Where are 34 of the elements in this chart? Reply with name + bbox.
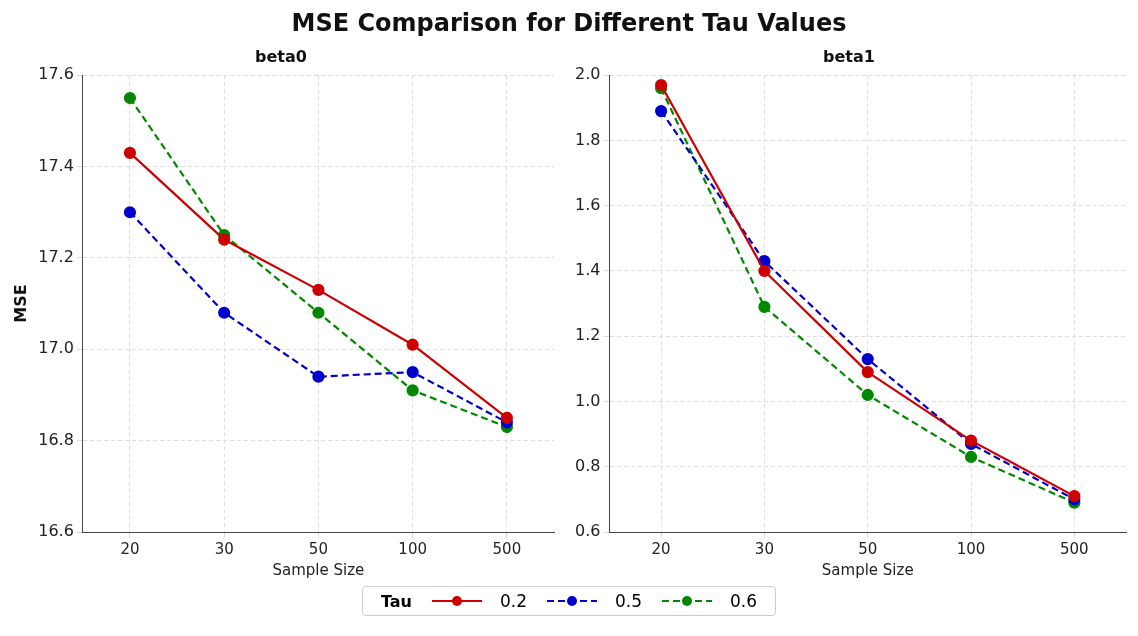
y-tick-label: 0.6 <box>574 521 601 541</box>
y-tick-label: 17.0 <box>38 338 74 358</box>
y-tick-label: 1.4 <box>574 260 601 280</box>
x-tick-label: 20 <box>120 539 140 558</box>
x-tick-label: 50 <box>308 539 328 558</box>
legend-label: 0.6 <box>730 591 758 611</box>
y-tick-label: 17.4 <box>38 155 74 175</box>
y-tick-label: 17.2 <box>38 247 74 267</box>
y-tick-label: 0.8 <box>574 455 601 475</box>
x-tick-label: 500 <box>1060 539 1089 558</box>
x-tick-label: 100 <box>956 539 986 558</box>
legend-title: Tau <box>380 591 412 611</box>
x-tick-label: 30 <box>214 539 234 558</box>
x-tick-label: 50 <box>858 539 878 558</box>
x-tick-label: 100 <box>398 539 427 558</box>
y-tick-label: 16.6 <box>38 521 74 541</box>
legend-label: 0.5 <box>615 591 643 611</box>
y-tick-label: 1.2 <box>574 325 601 345</box>
y-tick-label: 16.8 <box>38 429 74 449</box>
y-tick-label: 1.0 <box>574 390 601 410</box>
legend-label: 0.2 <box>499 591 527 611</box>
x-tick-label: 500 <box>492 539 522 558</box>
y-tick-label: 1.6 <box>574 194 601 214</box>
x-axis-title: Sample Size <box>272 560 365 579</box>
x-axis-title: Sample Size <box>821 560 914 579</box>
y-tick-label: 2.0 <box>574 64 601 84</box>
chart-subtitle: beta0 <box>255 46 307 66</box>
x-tick-label: 30 <box>754 539 774 558</box>
chart-subtitle: beta1 <box>823 46 875 66</box>
chart-title: MSE Comparison for Different Tau Values <box>290 8 848 39</box>
y-tick-label: 1.8 <box>574 129 601 149</box>
x-tick-label: 20 <box>651 539 671 558</box>
y-axis-title: MSE <box>10 284 30 323</box>
y-tick-label: 17.6 <box>38 64 74 84</box>
